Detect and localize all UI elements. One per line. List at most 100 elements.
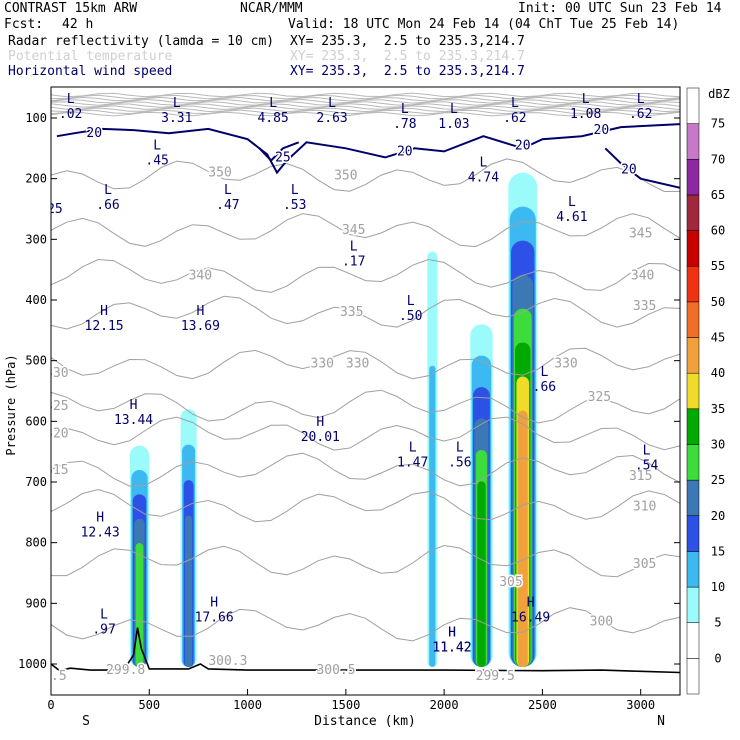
wind-contour [258, 141, 300, 162]
colorbar: 0 5 10 15 20 25 30 35 40 45 50 55 60 65 70 75 [686, 87, 725, 695]
y-tick-label: 500 [25, 354, 47, 368]
theta-label: 299.8 [106, 663, 145, 678]
wind-contour-label: 20 [397, 144, 413, 159]
theta-label: 310 [633, 499, 656, 514]
extremum-value: .78 [393, 117, 416, 132]
theta-label: 300.3 [208, 654, 247, 669]
theta-label: 300.5 [316, 663, 355, 678]
theta-label: 330 [45, 366, 68, 381]
extremum-type: H [100, 304, 108, 319]
theta-label: 305 [633, 557, 656, 572]
extremum-type: L [67, 92, 75, 107]
colorbar-label: 10 [711, 580, 725, 594]
theta-label: 315 [45, 463, 68, 478]
fcst-value: 42 h [62, 17, 94, 32]
theta-label: 340 [189, 269, 212, 284]
colorbar-swatch [686, 551, 700, 588]
theta-label: 305 [499, 575, 522, 590]
colorbar-label: 15 [711, 544, 725, 558]
extremum-value: 12.43 [81, 525, 120, 540]
y-tick-label: 300 [25, 232, 47, 246]
x-end-label-left: S [82, 714, 90, 729]
extremum-type: H [448, 626, 456, 641]
extremum-value: 17.66 [195, 610, 234, 625]
theta-label: 335 [340, 305, 363, 320]
wind-contour-label: 20 [594, 123, 610, 138]
theta-label: 330 [554, 357, 577, 372]
init-time: Init: 00 UTC Sun 23 Feb 14 [518, 1, 722, 16]
reflectivity-band [517, 410, 528, 668]
extremum-value: 4.85 [257, 111, 288, 126]
theta-label: 345 [629, 226, 652, 241]
colorbar-swatch [686, 444, 700, 481]
colorbar-label: 30 [711, 437, 725, 451]
colorbar-swatch [686, 159, 700, 196]
theta-label: 299.5 [476, 669, 515, 684]
wind-contour [56, 123, 680, 175]
theta-contour-325 [51, 389, 680, 424]
theta-label: 325 [588, 390, 611, 405]
extremum-value: .54 [635, 459, 659, 474]
reflectivity-band [135, 543, 144, 668]
theta-label: 300 [590, 615, 613, 630]
theta-label: 320 [45, 426, 68, 441]
theta-contour-350 [51, 158, 680, 193]
extremum-value: .50 [399, 309, 422, 324]
extremum-type: L [224, 183, 232, 198]
theta-contour-upper [51, 107, 680, 113]
extremum-type: H [130, 398, 138, 413]
y-axis-title: Pressure (hPa) [4, 354, 18, 455]
colorbar-unit: dBZ [708, 87, 730, 101]
extremum-type: L [104, 183, 112, 198]
theta-label: 345 [342, 223, 365, 238]
extremum-type: L [450, 102, 458, 117]
wind-contour-label: 20 [515, 138, 531, 153]
terrain-layer [51, 627, 680, 674]
reflectivity-band [477, 481, 486, 668]
theta-contour-305 [51, 544, 680, 578]
extremum-type: L [643, 444, 651, 459]
fcst-label: Fcst: [4, 17, 44, 32]
extremum-type: L [637, 92, 645, 107]
x-tick-label: 2000 [430, 698, 459, 712]
colorbar-label: 75 [711, 117, 725, 131]
extremum-type: H [448, 626, 456, 641]
plot-frame [50, 86, 681, 696]
extremum-value: 16.49 [511, 610, 550, 625]
reflectivity-layer [129, 172, 538, 668]
extremum-type: L [173, 96, 181, 111]
colorbar-swatch [686, 337, 700, 374]
colorbar-swatch [686, 586, 700, 623]
theta-contour-upper [51, 94, 680, 100]
x-tick-label: 3000 [626, 698, 655, 712]
extremum-type: L [409, 441, 417, 456]
y-tick-label: 100 [25, 111, 47, 125]
extremum-value: 2.63 [316, 111, 347, 126]
field-theta: Potential temperature [8, 49, 173, 64]
extremum-type: L [153, 139, 161, 154]
x-tick-label: 2500 [528, 698, 557, 712]
extremum-value: 1.47 [397, 456, 428, 471]
xy-theta: XY= 235.3, 2.5 to 235.3,214.7 [290, 49, 525, 64]
colorbar-swatch [686, 372, 700, 410]
extremum-type: H [316, 415, 324, 430]
extremum-value: .66 [96, 198, 119, 213]
extremum-type: H [96, 510, 104, 525]
extremum-value: .62 [503, 111, 526, 126]
colorbar-label: 70 [711, 152, 725, 166]
colorbar-swatch [686, 230, 700, 267]
wind-contour-label: 20 [86, 126, 102, 141]
extremum-value: .45 [145, 154, 168, 169]
axes: 100 200 300 400 500 600 700 800 900 1000 0 500 1000 1… [18, 111, 680, 712]
colorbar-swatch [686, 408, 700, 445]
colorbar-label: 65 [711, 188, 725, 202]
wind-contour-label: 25 [47, 202, 63, 217]
colorbar-swatch [686, 479, 700, 517]
theta-label: 315 [629, 469, 652, 484]
extremum-value: .66 [533, 380, 556, 395]
field-reflectivity: Radar reflectivity (lamda = 10 cm) [8, 34, 275, 49]
theta-contour-layer [51, 92, 680, 642]
x-axis-title: Distance (km) [314, 714, 416, 729]
y-tick-label: 200 [25, 172, 47, 186]
